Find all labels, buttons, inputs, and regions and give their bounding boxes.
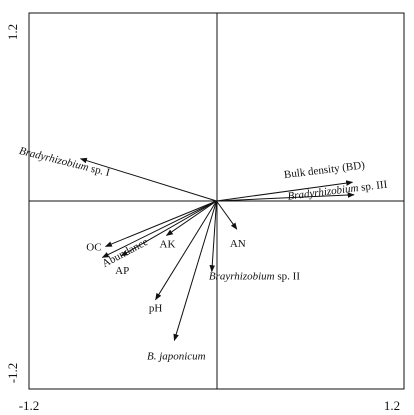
vector-arrow-abundance: [101, 200, 217, 258]
vector-label-text: sp. II: [275, 271, 301, 283]
vector-arrow-an: [216, 200, 238, 230]
x-tick-label: 1.2: [384, 398, 400, 413]
vector-label-text: pH: [149, 303, 163, 315]
vector-arrow-ap: [120, 200, 217, 257]
vector-arrow-bradyrhizobium-sp-iii: [216, 192, 355, 202]
vector-label-brayrhizobium-sp-ii: Brayrhizobium sp. II: [209, 271, 301, 283]
vector-label-ak: AK: [160, 238, 176, 250]
vector-label-bradyrhizobium-sp-iii: Bradyrhizobium sp. III: [287, 179, 388, 203]
y-tick-label: -1.2: [5, 363, 20, 384]
vector-label-text: sp. I: [87, 162, 111, 179]
vector-label-bulk-density: Bulk density (BD): [283, 159, 365, 181]
vector-label-text: AK: [160, 238, 176, 250]
vector-arrow-ak: [165, 200, 217, 236]
vector-label-text: AN: [230, 238, 246, 250]
vector-label-text: Bulk density (BD): [283, 159, 365, 181]
vector-arrow-oc: [104, 200, 217, 247]
vector-arrow-bradyrhizobium-sp-i: [79, 157, 217, 202]
vector-arrow-brayrhizobium-sp-ii: [209, 200, 217, 273]
vector-arrow-bulk-density: [216, 180, 354, 202]
vector-label-bradyrhizobium-sp-i: Bradyrhizobium sp. I: [18, 145, 111, 179]
y-tick-label: 1.2: [5, 24, 20, 40]
x-tick-label: -1.2: [19, 398, 40, 413]
vector-label-text: sp. III: [358, 179, 389, 194]
vector-label-text: AP: [115, 265, 129, 277]
vector-label-text: B. japonicum: [147, 350, 206, 362]
vector-label-b-japonicum: B. japonicum: [147, 350, 206, 362]
vector-label-prefix: Brayrhizobium: [209, 271, 275, 283]
tick-labels: -1.2 1.2 1.2 -1.2: [5, 24, 400, 413]
vector-arrow-b-japonicum: [173, 200, 217, 342]
vector-label-ph: pH: [149, 303, 163, 315]
vector-label-an: AN: [230, 238, 246, 250]
vector-label-ap: AP: [115, 265, 129, 277]
vector-arrow-ph: [155, 200, 217, 301]
vector-label-text: OC: [86, 241, 101, 253]
vector-label-prefix: Bradyrhizobium: [287, 182, 359, 203]
vector-label-oc: OC: [86, 241, 101, 253]
vector-layer: Bradyrhizobium sp. I Bulk density (BD)Bra…: [18, 145, 388, 362]
